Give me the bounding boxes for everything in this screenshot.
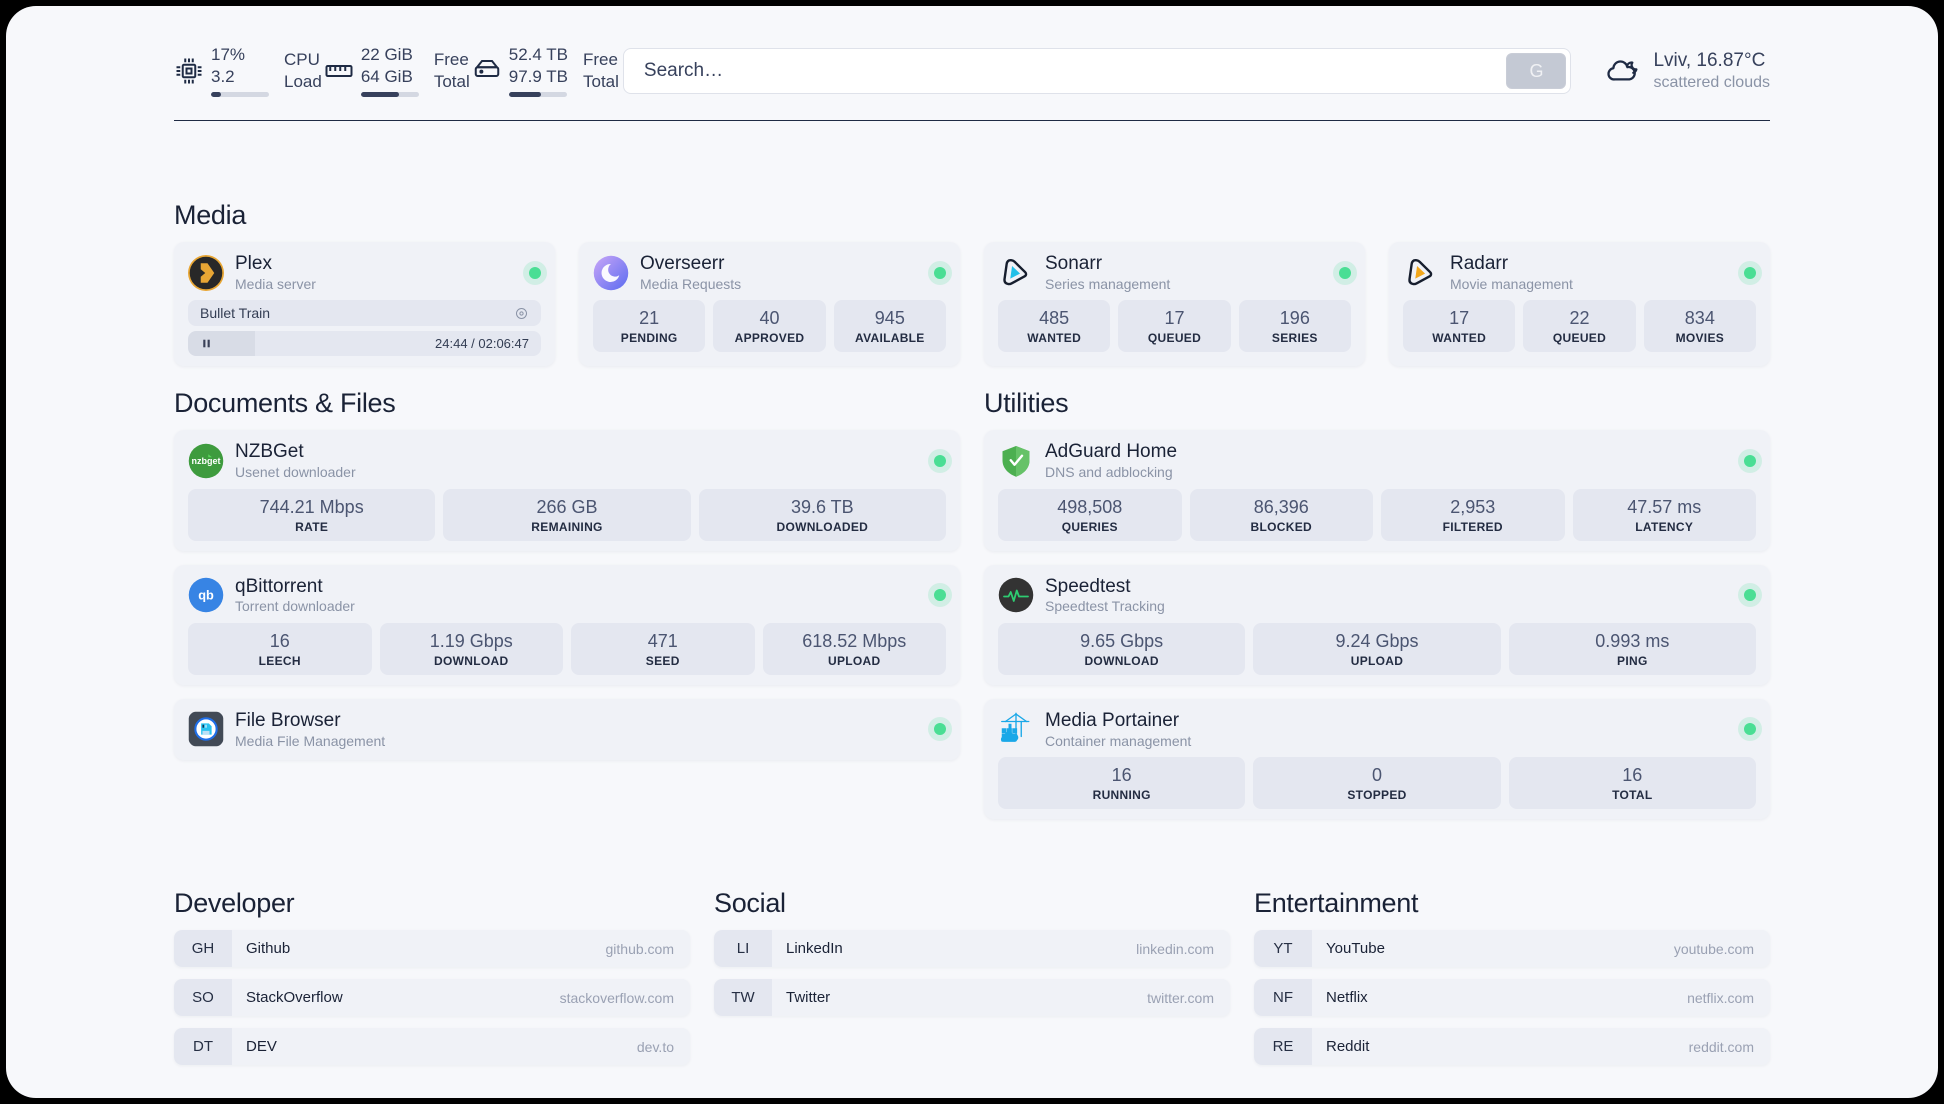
- svg-text:qb: qb: [198, 588, 214, 603]
- svg-text:nzbget: nzbget: [192, 456, 221, 466]
